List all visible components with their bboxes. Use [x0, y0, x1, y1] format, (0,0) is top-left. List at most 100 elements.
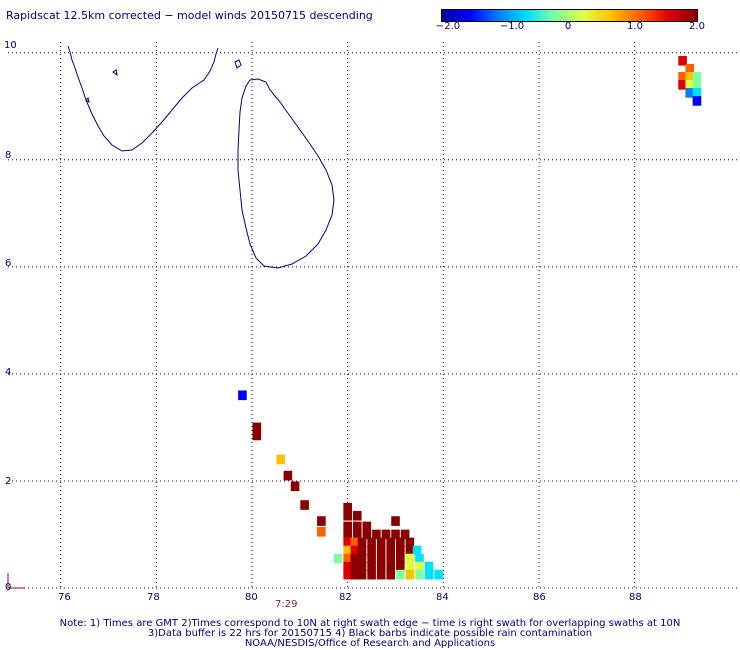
coastline [67, 45, 335, 269]
wind-cell [376, 545, 386, 556]
wind-cell [252, 422, 262, 433]
wind-cell [692, 71, 702, 82]
wind-cell [252, 430, 262, 441]
wind-cell [357, 553, 367, 564]
wind-cell [396, 537, 405, 548]
wind-cell [357, 561, 367, 572]
grid-lines [8, 42, 740, 589]
wind-cell [415, 569, 424, 580]
small-islet [85, 97, 90, 104]
wind-cell [405, 537, 415, 548]
wind-cell [400, 529, 410, 540]
wind-cell [386, 569, 396, 580]
wind-cell [367, 569, 376, 580]
wind-cell [685, 71, 695, 82]
notes-line-3: NOAA/NESDIS/Office of Research and Appli… [244, 638, 496, 649]
x-tick-label: 82 [339, 592, 352, 603]
wind-cell [367, 561, 376, 572]
wind-cell [343, 553, 352, 564]
colorbar [441, 9, 698, 22]
wind-cell [238, 390, 247, 401]
colorbar-tick: −1.0 [499, 21, 525, 32]
wind-cell [376, 553, 386, 564]
wind-cell [415, 561, 424, 572]
wind-cell [343, 502, 352, 513]
wind-cell [350, 545, 360, 556]
y-tick-label: 2 [5, 476, 12, 487]
wind-cell [343, 521, 352, 532]
wind-cell [352, 521, 362, 532]
wind-cell [350, 553, 360, 564]
wind-cell [372, 529, 381, 540]
wind-cell [350, 561, 360, 572]
wind-cell [424, 561, 434, 572]
axis-origin-marker [7, 573, 24, 589]
wind-cell [362, 521, 372, 532]
india-coastline [67, 45, 219, 152]
wind-cell [692, 96, 702, 106]
map-title: Rapidscat 12.5km corrected − model winds… [6, 9, 373, 22]
wind-cell [685, 63, 695, 74]
wind-cell [386, 553, 396, 564]
colorbar-tick: 0 [564, 21, 572, 32]
island-1 [234, 59, 242, 69]
wind-cell [357, 545, 367, 556]
island-2 [112, 69, 118, 77]
wind-cell [405, 569, 415, 580]
wind-cell [405, 561, 415, 572]
wind-cell [350, 569, 360, 580]
wind-cell [692, 88, 702, 98]
wind-cell [343, 510, 352, 521]
wind-cell [367, 537, 376, 548]
wind-cell [333, 553, 343, 564]
wind-cell [343, 569, 352, 580]
wind-cell [300, 500, 309, 510]
wind-cells [238, 55, 702, 580]
wind-cell [678, 80, 687, 90]
wind-cell [357, 569, 367, 580]
wind-cell [362, 529, 372, 540]
wind-cell [412, 545, 422, 556]
wind-cell [678, 71, 687, 82]
wind-cell [678, 55, 687, 66]
wind-cell [396, 545, 405, 556]
wind-cell [317, 526, 326, 537]
wind-cell [386, 561, 396, 572]
wind-cell [290, 481, 300, 492]
wind-cell [405, 553, 415, 564]
y-tick-label: 6 [5, 258, 12, 269]
wind-cell [391, 529, 400, 540]
wind-cell [685, 80, 695, 90]
x-tick-label: 84 [436, 592, 449, 603]
y-tick-label: 10 [4, 40, 17, 51]
wind-cell [424, 569, 434, 580]
wind-cell [391, 516, 400, 526]
wind-cell [381, 529, 391, 540]
wind-cell [692, 80, 702, 90]
y-tick-label: 0 [5, 582, 12, 593]
wind-cell [386, 545, 396, 556]
wind-cell [415, 553, 424, 564]
colorbar-tick: −2.0 [435, 21, 461, 32]
wind-cell [376, 537, 386, 548]
wind-cell [376, 569, 386, 580]
wind-cell [396, 553, 405, 564]
wind-cell [367, 545, 376, 556]
wind-cell [396, 569, 405, 580]
wind-cell [367, 553, 376, 564]
wind-cell [386, 537, 396, 548]
x-tick-label: 78 [147, 592, 160, 603]
wind-cell [343, 529, 352, 540]
wind-cell [434, 569, 443, 580]
wind-cell [352, 529, 362, 540]
x-tick-label: 76 [58, 592, 71, 603]
x-tick-label: 88 [629, 592, 642, 603]
y-tick-label: 4 [5, 367, 12, 378]
wind-cell [396, 561, 405, 572]
sri-lanka-coastline [237, 78, 335, 269]
wind-cell [685, 88, 695, 98]
notes-line-1: Note: 1) Times are GMT 2)Times correspon… [59, 618, 681, 629]
wind-cell [376, 561, 386, 572]
swath-time-label: 7:29 [275, 599, 298, 610]
